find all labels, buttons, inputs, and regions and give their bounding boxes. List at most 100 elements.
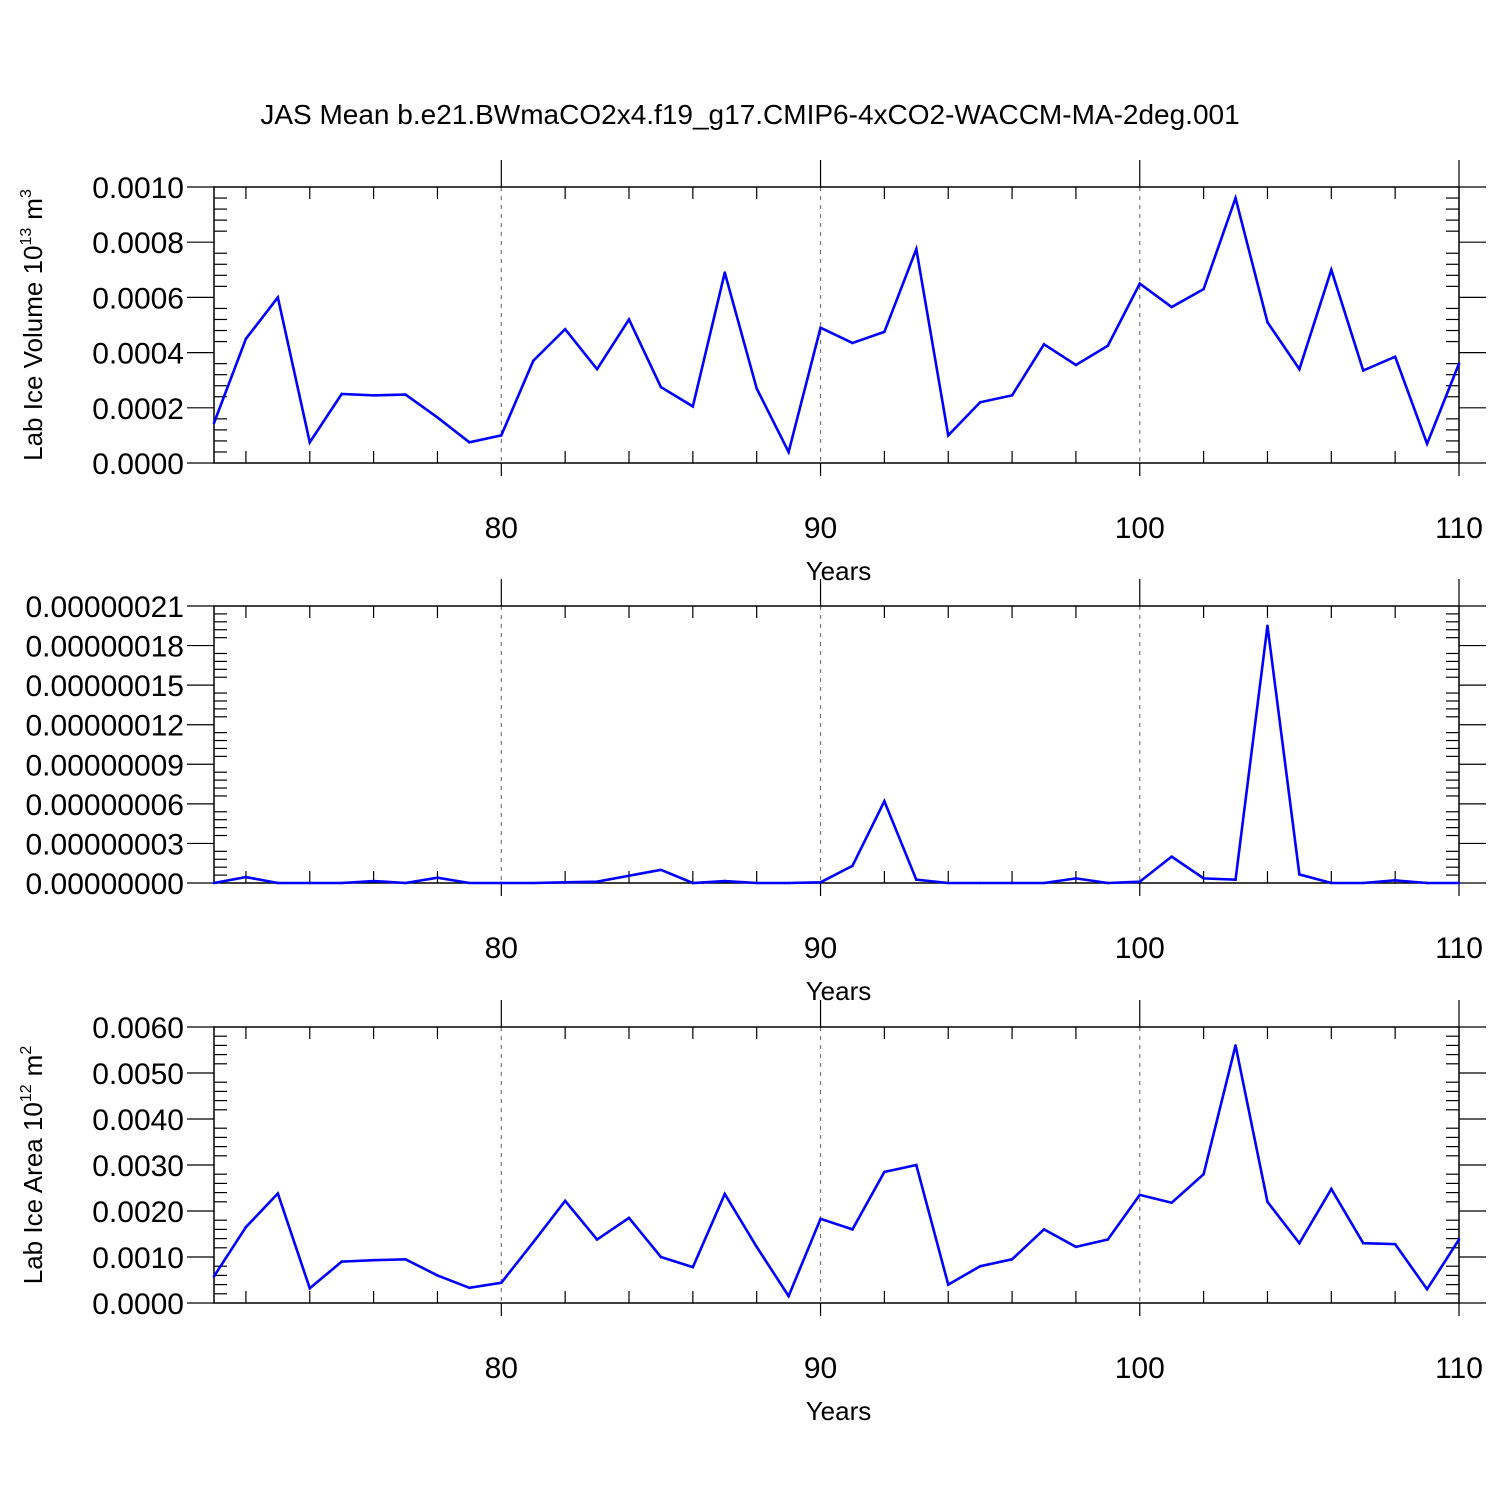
data-point [308, 1286, 312, 1290]
y-tick-label: 0.0002 [92, 393, 184, 426]
data-point [1202, 287, 1205, 291]
data-point [1425, 442, 1429, 445]
data-point [915, 878, 918, 882]
data-point [1298, 873, 1301, 876]
x-tick-label: 80 [485, 1352, 518, 1385]
data-point [755, 1245, 758, 1249]
y-axis-title: Lab Ice Volume 1013 m3 [18, 189, 48, 461]
data-point [404, 393, 407, 396]
data-point [627, 874, 631, 878]
data-point [1138, 880, 1142, 883]
data-point [1202, 877, 1205, 880]
data-point [659, 385, 663, 389]
x-tick-label: 100 [1115, 1352, 1165, 1385]
data-point [978, 1264, 982, 1268]
data-point [946, 881, 950, 885]
y-axis-title-unit-exponent: 3 [18, 189, 35, 198]
data-point [563, 327, 567, 331]
data-point [851, 341, 854, 345]
y-tick-label: 0.00000000 [26, 868, 185, 901]
x-axis-title: Years [806, 1396, 872, 1426]
data-point [595, 367, 599, 371]
data-point [883, 330, 886, 334]
x-tick-label: 90 [804, 512, 837, 545]
data-point [723, 1192, 727, 1196]
data-point [787, 450, 790, 454]
data-point [1393, 355, 1397, 359]
x-axis-title: Years [806, 976, 872, 1006]
data-point [212, 421, 216, 425]
data-point [276, 296, 280, 299]
data-point [1042, 881, 1046, 885]
y-tick-label: 0.0020 [92, 1196, 184, 1229]
data-point [1170, 855, 1173, 858]
data-point [531, 1240, 535, 1244]
data-point [244, 337, 248, 341]
y-tick-label: 0.0060 [92, 1012, 184, 1045]
y-tick-label: 0.0030 [92, 1150, 184, 1183]
x-tick-label: 110 [1435, 512, 1483, 545]
data-point [723, 271, 727, 274]
y-tick-label: 0.00000003 [26, 828, 185, 861]
y-tick-label: 0.00000012 [26, 710, 185, 743]
data-point [595, 880, 599, 883]
x-tick-label: 90 [804, 1352, 837, 1385]
data-point [1234, 1044, 1237, 1047]
x-tick-label: 100 [1115, 932, 1165, 965]
y-axis-title-main: Lab Ice Area 10 [18, 1102, 48, 1284]
data-point [468, 1286, 471, 1290]
data-point [819, 1217, 822, 1221]
data-point [212, 1275, 216, 1278]
data-point [308, 441, 312, 444]
data-point [276, 881, 280, 885]
data-point [851, 1228, 854, 1231]
data-point [1457, 1238, 1461, 1241]
data-point [1298, 367, 1301, 371]
x-tick-label: 110 [1435, 932, 1483, 965]
data-point [1330, 881, 1333, 885]
y-axis-title-unit: m [18, 198, 48, 220]
x-tick-label: 100 [1115, 512, 1165, 545]
chart-panel-2: 80 90 100 110 0.00000000 0.00000003 0.00000006… [26, 579, 1486, 1006]
data-point [1425, 881, 1429, 885]
data-point [372, 1258, 375, 1262]
y-tick-label: 0.0010 [92, 172, 184, 205]
chart-panel-1: 80 90 100 110 0.0000 0.0002 0.0004 0.0006 0.0008… [18, 160, 1486, 586]
data-point [1138, 282, 1142, 285]
data-point [404, 1258, 407, 1261]
x-axis-title: Years [806, 556, 872, 586]
series-line [212, 1045, 1461, 1299]
data-point [1266, 624, 1269, 628]
data-point [372, 879, 375, 883]
data-point [1170, 1201, 1173, 1205]
data-point [1074, 1245, 1078, 1249]
y-tick-label: 0.00000018 [26, 631, 185, 664]
data-point [1042, 343, 1046, 346]
data-point [915, 247, 918, 251]
data-point [1393, 1242, 1397, 1246]
y-tick-label: 0.00000021 [26, 591, 185, 624]
data-point [1330, 268, 1333, 272]
y-tick-label: 0.0000 [92, 448, 184, 481]
data-point [755, 387, 758, 390]
data-point [404, 881, 407, 885]
data-point [1010, 394, 1014, 397]
data-point [276, 1192, 280, 1195]
data-point [500, 434, 503, 437]
data-point [468, 881, 471, 885]
data-point [627, 1216, 631, 1220]
data-point [659, 1255, 663, 1259]
y-tick-label: 0.0000 [92, 1288, 184, 1321]
data-point [340, 1260, 343, 1263]
series-line [213, 625, 1459, 885]
y-tick-label: 0.00000015 [26, 670, 185, 703]
data-point [531, 359, 535, 363]
data-point [787, 1294, 790, 1298]
series-line [212, 193, 1461, 456]
data-point [212, 881, 216, 885]
data-point [1330, 1187, 1333, 1191]
data-point [1170, 305, 1173, 309]
data-point [372, 394, 375, 397]
data-point [531, 881, 535, 885]
